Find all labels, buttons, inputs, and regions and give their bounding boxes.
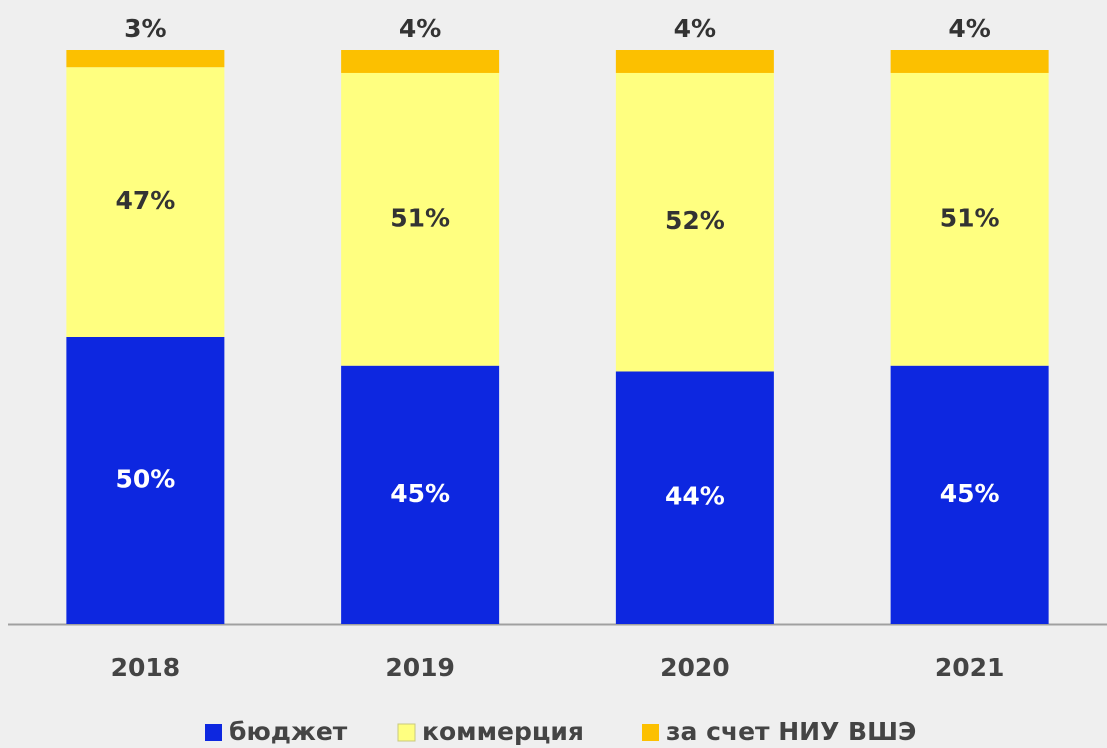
data-label: 44% xyxy=(665,482,725,511)
bar-segment xyxy=(615,50,774,73)
data-label: 52% xyxy=(665,206,725,235)
data-label: 47% xyxy=(115,186,175,215)
data-label: 4% xyxy=(948,14,990,43)
bar-segment xyxy=(890,50,1049,73)
bar-segment xyxy=(341,365,500,624)
bar-segment xyxy=(66,50,225,68)
data-label: 51% xyxy=(390,203,450,232)
x-tick-label: 2019 xyxy=(385,653,455,682)
bar-segment xyxy=(66,67,225,337)
data-label: 3% xyxy=(124,14,166,43)
data-label: 4% xyxy=(674,14,716,43)
data-label: 45% xyxy=(940,479,1000,508)
legend-swatch xyxy=(205,724,222,741)
data-label: 51% xyxy=(940,203,1000,232)
legend-label: за счет НИУ ВШЭ xyxy=(666,717,916,746)
bar-segment xyxy=(615,371,774,624)
data-label: 4% xyxy=(399,14,441,43)
legend-label: бюджет xyxy=(229,717,348,746)
bar-segment xyxy=(615,72,774,372)
data-label: 50% xyxy=(115,465,175,494)
x-tick-label: 2021 xyxy=(935,653,1005,682)
x-tick-label: 2018 xyxy=(111,653,181,682)
bar-segment xyxy=(66,337,225,624)
x-tick-label: 2020 xyxy=(660,653,730,682)
legend-swatch xyxy=(397,723,416,742)
bar-segment xyxy=(341,50,500,73)
legend-swatch xyxy=(642,724,659,741)
data-label: 45% xyxy=(390,479,450,508)
bar-segment xyxy=(890,365,1049,624)
bar-segment xyxy=(890,72,1049,366)
legend-label: коммерция xyxy=(422,717,584,746)
bar-segment xyxy=(341,72,500,366)
